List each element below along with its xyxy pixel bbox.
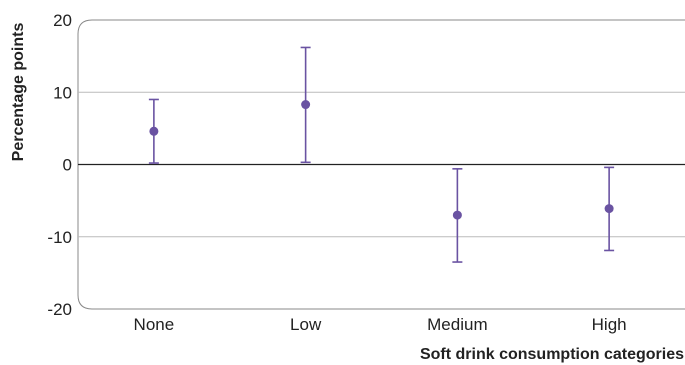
- grid-lines: [77, 19, 685, 310]
- x-tick-label: Low: [290, 315, 322, 334]
- data-marks: [148, 46, 615, 263]
- y-tick-label: 0: [63, 156, 72, 175]
- x-tick-label: Medium: [427, 315, 487, 334]
- y-tick-labels: -20 -10 0 10 20: [47, 11, 72, 319]
- data-point: [301, 100, 311, 110]
- y-axis-title: Percentage points: [10, 23, 27, 162]
- data-point: [452, 210, 462, 220]
- y-tick-label: 10: [53, 83, 72, 102]
- x-tick-labels: None Low Medium High: [134, 315, 627, 334]
- data-point: [149, 126, 159, 136]
- y-tick-label: -20: [47, 300, 72, 319]
- x-tick-label: High: [592, 315, 627, 334]
- x-axis-title: Soft drink consumption categories: [420, 346, 684, 363]
- data-point: [604, 204, 614, 214]
- y-tick-label: -10: [47, 228, 72, 247]
- x-tick-label: None: [134, 315, 175, 334]
- y-tick-label: 20: [53, 11, 72, 30]
